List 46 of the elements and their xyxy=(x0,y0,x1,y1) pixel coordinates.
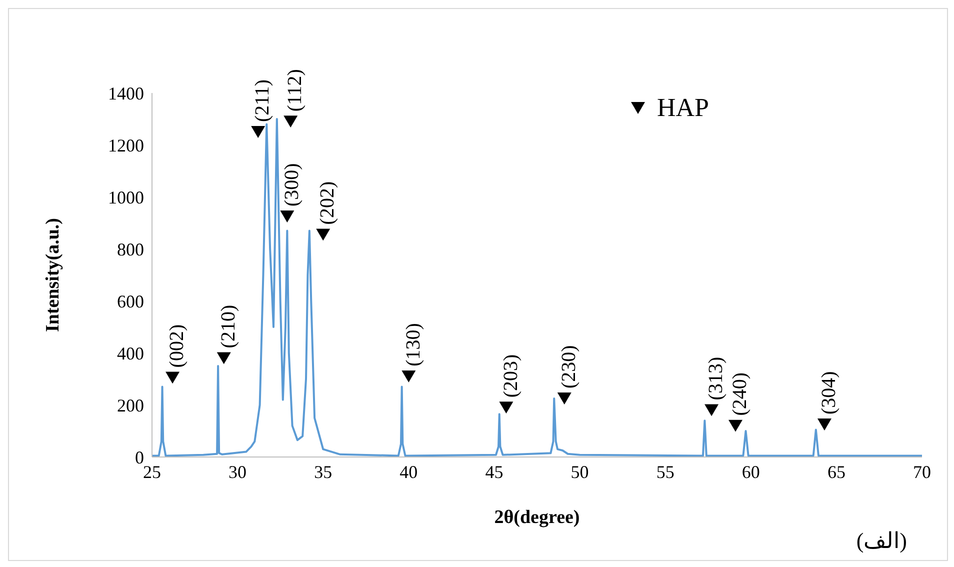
y-tick-label: 200 xyxy=(117,395,144,416)
point xyxy=(316,228,330,241)
annotation: (211) xyxy=(252,79,274,122)
point xyxy=(166,372,180,384)
point xyxy=(216,352,231,364)
y-tick-label: 1400 xyxy=(108,83,144,104)
x-tick-label: 65 xyxy=(827,462,846,482)
point xyxy=(557,392,572,404)
annotation: (202) xyxy=(316,181,339,225)
x-tick-label: 70 xyxy=(913,462,931,482)
point xyxy=(251,126,266,138)
x-tick-label: 30 xyxy=(228,462,247,482)
annotation: (240) xyxy=(729,372,752,416)
point xyxy=(280,210,294,222)
x-tick-label: 60 xyxy=(742,462,760,482)
y-tick-label: 800 xyxy=(117,239,144,260)
annotation: (130) xyxy=(402,323,424,366)
annotation: (304) xyxy=(818,371,840,414)
annotation: (203) xyxy=(500,354,522,398)
annotation: (313) xyxy=(705,356,728,400)
point xyxy=(817,418,832,430)
x-tick-label: 45 xyxy=(485,462,504,482)
point xyxy=(284,116,298,128)
x-axis-title: 2θ(degree) xyxy=(494,507,580,528)
annotation: (002) xyxy=(166,324,188,368)
y-tick-label: 0 xyxy=(135,447,144,468)
annotation: (300) xyxy=(280,163,303,206)
x-tick-label: 55 xyxy=(656,462,674,482)
legend-label: HAP xyxy=(657,93,710,123)
annotation: (112) xyxy=(284,69,306,112)
x-tick-label: 40 xyxy=(400,462,418,482)
y-tick-label: 1000 xyxy=(108,187,144,208)
x-tick-label: 35 xyxy=(314,462,332,482)
annotation: (210) xyxy=(217,304,240,348)
point xyxy=(499,402,514,414)
y-tick-label: 1200 xyxy=(108,135,144,156)
point xyxy=(728,420,742,432)
y-axis-title: Intensity(a.u.) xyxy=(42,218,64,332)
y-tick-label: 600 xyxy=(117,291,144,312)
y-tick-label: 400 xyxy=(117,343,144,364)
x-tick-label: 25 xyxy=(143,462,161,482)
point xyxy=(402,370,416,382)
annotation: (230) xyxy=(558,345,580,388)
text: (الف) xyxy=(856,528,907,554)
point xyxy=(704,404,719,416)
x-tick-label: 50 xyxy=(570,462,589,482)
